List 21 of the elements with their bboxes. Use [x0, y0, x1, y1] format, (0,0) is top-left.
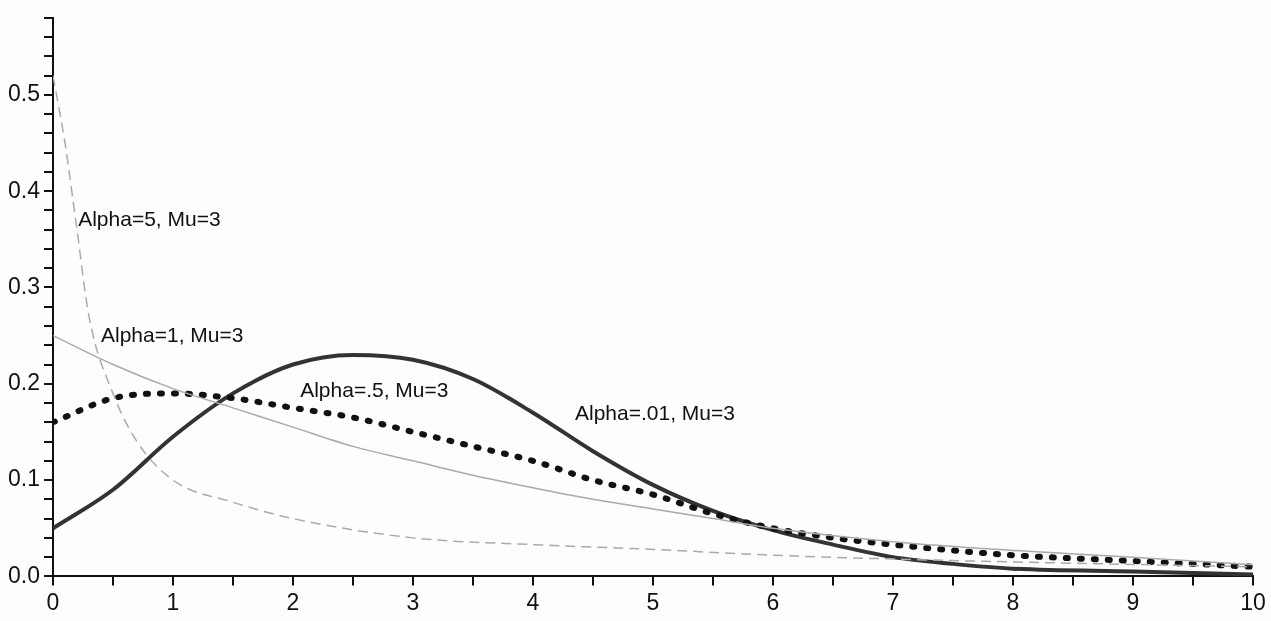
- annotation: Alpha=.5, Mu=3: [300, 377, 449, 401]
- y-tick-label: 0.3: [7, 272, 40, 299]
- x-tick-label: 6: [766, 588, 780, 615]
- y-tick-label: 0.1: [7, 465, 40, 492]
- x-tick-label: 8: [1006, 588, 1020, 615]
- annotation: Alpha=1, Mu=3: [100, 323, 244, 346]
- y-tick-label: 0.4: [7, 176, 41, 203]
- y-tick-label: 0.5: [7, 80, 40, 107]
- x-tick-label: 0: [46, 588, 60, 615]
- x-tick-label: 10: [1240, 588, 1266, 615]
- x-tick-label: 9: [1126, 588, 1140, 615]
- x-tick-label: 2: [286, 588, 300, 615]
- x-tick-label: 3: [406, 588, 420, 615]
- y-tick-label: 0.2: [7, 369, 40, 396]
- annotation: Alpha=5, Mu=3: [78, 206, 221, 230]
- x-tick-label: 4: [526, 588, 540, 615]
- y-tick-label: 0.0: [7, 561, 40, 588]
- x-tick-label: 1: [166, 588, 180, 615]
- x-tick-label: 7: [886, 588, 900, 615]
- x-tick-label: 5: [646, 588, 660, 615]
- annotation: Alpha=.01, Mu=3: [574, 401, 735, 425]
